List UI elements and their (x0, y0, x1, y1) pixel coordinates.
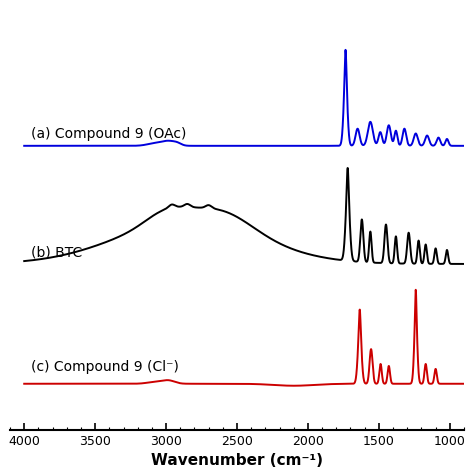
Text: (b) BTC: (b) BTC (31, 245, 82, 259)
Text: (a) Compound 9 (OAc): (a) Compound 9 (OAc) (31, 127, 187, 141)
X-axis label: Wavenumber (cm⁻¹): Wavenumber (cm⁻¹) (151, 454, 323, 468)
Text: (c) Compound 9 (Cl⁻): (c) Compound 9 (Cl⁻) (31, 359, 179, 374)
